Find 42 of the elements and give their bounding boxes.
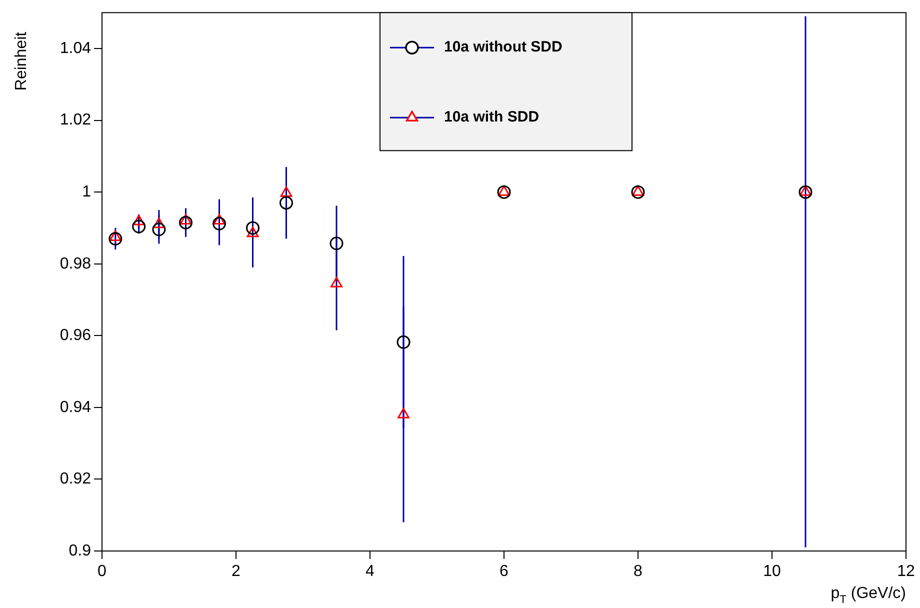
point: [497, 185, 511, 199]
point: [631, 185, 645, 199]
y-tick-label: 0.92: [60, 470, 92, 488]
point: [246, 221, 260, 235]
legend-label: 10a with SDD: [444, 108, 540, 126]
point: [109, 230, 122, 242]
y-axis-title: Reinheit: [13, 31, 30, 91]
y-tick-label: 1.02: [60, 112, 92, 129]
y-tick-label: 1: [82, 183, 92, 200]
x-tick-label: 0: [98, 563, 107, 580]
legend-label: 10a without SDD: [444, 38, 563, 56]
point: [152, 222, 166, 236]
x-tick-label: 4: [366, 563, 375, 580]
y-tick-label: 0.96: [60, 327, 92, 344]
x-tick-label: 10: [763, 563, 781, 580]
y-tick-label: 0.94: [60, 398, 92, 416]
point: [280, 196, 293, 210]
y-tick-label: 0.9: [68, 542, 92, 560]
point: [213, 214, 226, 225]
point: [498, 185, 510, 196]
point: [330, 276, 342, 288]
point: [396, 335, 410, 349]
point: [212, 216, 226, 230]
point: [798, 185, 812, 199]
point: [330, 236, 344, 250]
point: [132, 220, 146, 234]
point: [132, 214, 145, 226]
point: [179, 216, 192, 230]
point: [246, 226, 259, 238]
point: [180, 214, 192, 225]
y-tick-label: 1.04: [60, 40, 92, 57]
point: [632, 185, 644, 196]
x-tick-label: 8: [634, 563, 643, 580]
y-tick-label: 0.98: [60, 255, 92, 272]
point: [108, 232, 122, 246]
x-tick-label: 12: [897, 563, 915, 580]
x-tick-label: 6: [500, 563, 509, 580]
point: [800, 185, 812, 196]
point: [398, 408, 410, 418]
point: [153, 218, 165, 228]
point: [280, 186, 292, 197]
x-tick-label: 2: [232, 563, 241, 580]
